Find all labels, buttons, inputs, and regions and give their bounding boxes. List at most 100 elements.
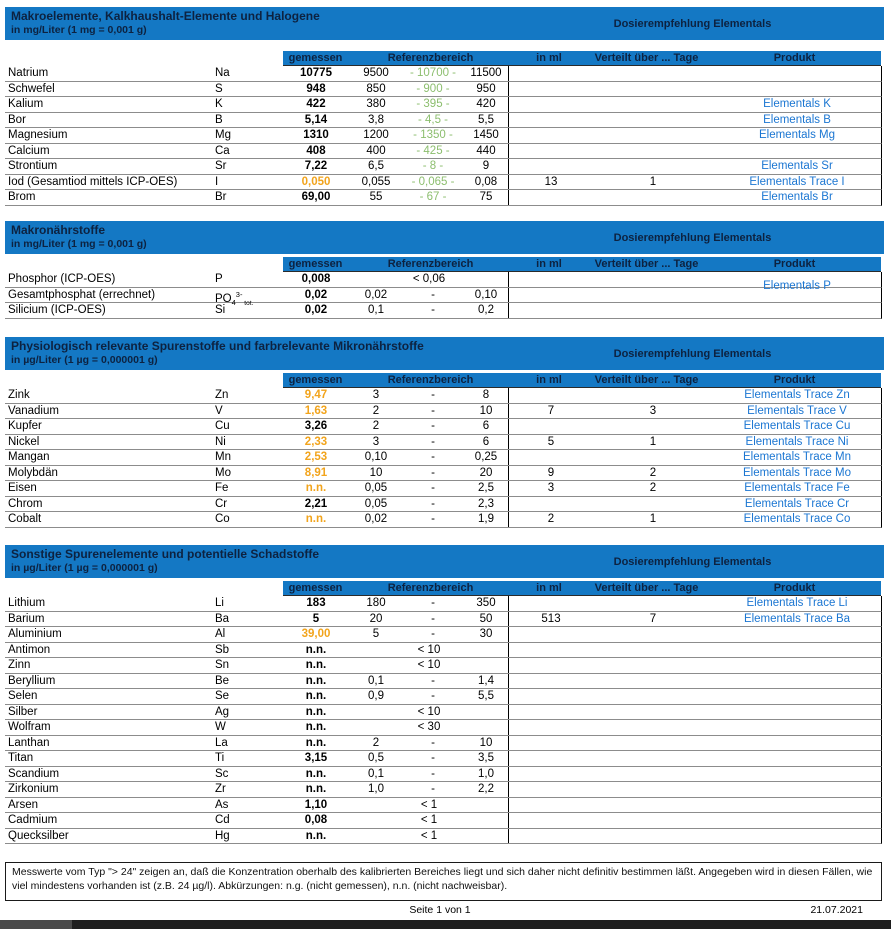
dose-ml xyxy=(508,673,593,688)
element-name: Lanthan xyxy=(8,736,50,749)
element-symbol: Cu xyxy=(215,420,230,432)
product-name: Elementals K xyxy=(763,98,831,110)
dose-ml: 5 xyxy=(508,434,593,449)
element-name: Brom xyxy=(8,191,36,203)
table-row: Vanadium V 1,63 2 - 10 7 3 Elementals Trace V xyxy=(5,403,882,419)
element-name: Molybdän xyxy=(8,466,58,479)
ref-limit: < 10 xyxy=(417,659,441,671)
dose-days xyxy=(593,97,713,112)
ref-target: - 425 - xyxy=(416,144,450,157)
dosier-label: Dosierempfehlung Elementals xyxy=(613,231,772,244)
ref-low: 0,1 xyxy=(368,674,384,687)
dose-ml: 7 xyxy=(508,403,593,418)
table-row: Antimon Sb n.n. < 10 xyxy=(5,642,882,658)
product-name xyxy=(713,782,881,797)
col-verteilt-tage: Verteilt über ... Tage xyxy=(594,52,699,64)
ref-dash: - xyxy=(431,628,435,640)
section-title: Sonstige Spurenelemente und potentielle … xyxy=(11,547,320,561)
dose-days: 1 xyxy=(649,435,657,448)
dosier-label: Dosierempfehlung Elementals xyxy=(613,17,772,30)
ref-high: 8 xyxy=(482,389,490,401)
ref-low: 3,8 xyxy=(368,113,384,126)
col-referenzbereich: Referenzbereich xyxy=(387,374,474,386)
element-symbol: Mn xyxy=(215,451,231,463)
element-symbol: S xyxy=(215,82,223,95)
column-header-row: gemessen Referenzbereich in ml Verteilt … xyxy=(283,373,881,388)
dose-days: 3 xyxy=(649,404,657,417)
ref-low: 6,5 xyxy=(368,160,384,172)
measured-value: 1,63 xyxy=(304,404,328,417)
ref-dash: - xyxy=(431,736,435,749)
element-symbol: Ba xyxy=(215,612,230,625)
product-name xyxy=(713,813,881,828)
column-header-row: gemessen Referenzbereich in ml Verteilt … xyxy=(283,51,881,66)
element-symbol: Se xyxy=(215,690,230,702)
ref-high: 50 xyxy=(479,612,493,625)
horizontal-scrollbar[interactable] xyxy=(0,920,891,929)
section-unit: in mg/Liter (1 mg = 0,001 g) xyxy=(11,24,147,36)
section-title: Makroelemente, Kalkhaushalt-Elemente und… xyxy=(11,9,320,23)
table-row: Bor B 5,14 3,8 - 4,5 - 5,5 Elementals B xyxy=(5,112,882,128)
product-name xyxy=(713,627,881,642)
ref-high: 11500 xyxy=(470,67,502,79)
product-name xyxy=(713,798,881,813)
element-symbol: Cd xyxy=(215,814,230,826)
ref-target: - 8 - xyxy=(422,160,444,172)
ref-high: 0,08 xyxy=(474,175,498,188)
measured-value: 183 xyxy=(306,597,326,609)
table-row: Cadmium Cd 0,08 < 1 xyxy=(5,813,882,829)
measured-value: n.n. xyxy=(305,674,327,687)
element-name: Zirkonium xyxy=(8,783,59,795)
table-row: Arsen As 1,10 < 1 xyxy=(5,797,882,813)
product-name xyxy=(713,643,881,658)
measured-value: 0,02 xyxy=(304,288,328,301)
measured-value: 7,22 xyxy=(304,160,328,172)
col-produkt: Produkt xyxy=(773,582,816,594)
element-symbol: V xyxy=(215,404,223,417)
dose-ml xyxy=(508,782,593,797)
product-name xyxy=(713,720,881,735)
dose-ml xyxy=(508,81,593,96)
dose-ml xyxy=(508,813,593,828)
ref-low: 2 xyxy=(372,420,380,432)
product-name: Elementals Trace Zn xyxy=(744,389,850,401)
dose-ml xyxy=(508,766,593,781)
product-name xyxy=(713,751,881,766)
table-row: Magnesium Mg 1310 1200 - 1350 - 1450 Elemental… xyxy=(5,128,882,144)
dose-ml: 513 xyxy=(508,611,593,626)
section-unit: in µg/Liter (1 µg = 0,000001 g) xyxy=(11,562,158,574)
ref-low: 0,055 xyxy=(361,175,391,188)
element-name: Cadmium xyxy=(8,814,58,826)
product-name: Elementals Trace V xyxy=(747,404,847,417)
dose-ml xyxy=(508,190,593,205)
product-name xyxy=(713,144,881,159)
ref-low: 5 xyxy=(372,628,380,640)
measured-value: 408 xyxy=(306,144,326,157)
measured-value: n.n. xyxy=(305,705,327,718)
measured-value: 2,21 xyxy=(304,497,328,510)
measured-value: n.n. xyxy=(305,643,327,656)
dose-days xyxy=(593,82,713,97)
element-symbol: Ni xyxy=(215,435,226,448)
product-name xyxy=(713,705,881,720)
element-name: Iod (Gesamtiod mittels ICP-OES) xyxy=(8,175,178,188)
ref-low: 9500 xyxy=(363,67,389,79)
col-in-ml: in ml xyxy=(536,582,562,594)
element-name: Scandium xyxy=(8,767,60,780)
ref-dash: - xyxy=(431,752,435,764)
ref-low: 0,9 xyxy=(368,690,384,702)
dose-days xyxy=(593,66,713,81)
measured-value: 39,00 xyxy=(301,628,331,640)
measured-value: 1,10 xyxy=(304,798,328,811)
dose-days xyxy=(593,813,713,828)
section-header-makronaehrstoffe: Makronährstoffe in mg/Liter (1 mg = 0,00… xyxy=(5,221,884,254)
scrollbar-thumb[interactable] xyxy=(0,920,72,929)
element-name: Kalium xyxy=(8,98,44,110)
product-name: Elementals Trace Li xyxy=(746,597,848,609)
dose-ml xyxy=(508,596,593,611)
element-name: Chrom xyxy=(8,497,43,510)
measured-value: n.n. xyxy=(305,829,327,842)
ref-low: 3 xyxy=(372,389,380,401)
col-gemessen: gemessen xyxy=(288,582,343,594)
